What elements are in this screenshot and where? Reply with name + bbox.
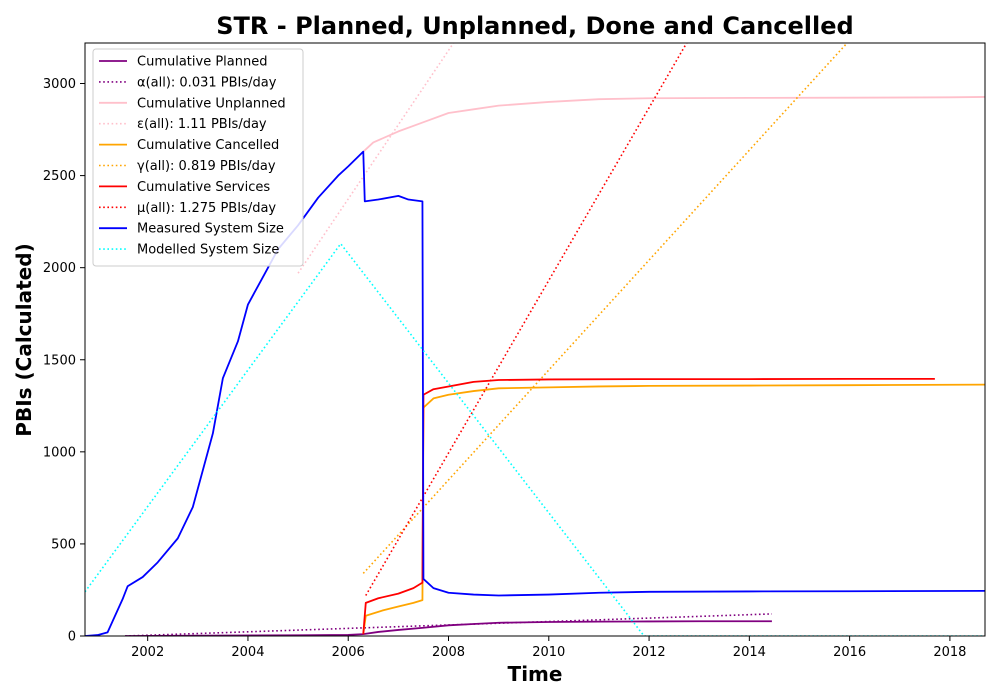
series-line-8 xyxy=(85,150,985,636)
legend: Cumulative Planned α(all): 0.031 PBIs/day… xyxy=(92,48,304,267)
legend-label-1: α(all): 0.031 PBIs/day xyxy=(137,75,277,90)
y-axis-label: PBIs (Calculated) xyxy=(12,243,36,436)
chart-title: STR - Planned, Unplanned, Done and Cance… xyxy=(216,12,853,40)
y-tick-label: 2000 xyxy=(43,261,76,276)
ticks-layer: 2002 2004 2006 2008 2010 2012 2014 2016 2018 0 500… xyxy=(43,77,967,660)
legend-label-0: Cumulative Planned xyxy=(137,55,267,70)
series-line-5 xyxy=(362,43,848,574)
series-line-2 xyxy=(362,96,985,153)
series-line-0 xyxy=(125,620,772,636)
y-tick-label: 1000 xyxy=(43,445,76,460)
y-tick-label: 2500 xyxy=(43,169,76,184)
x-tick-label: 2016 xyxy=(833,645,866,660)
series-layer xyxy=(85,43,985,636)
legend-label-7: μ(all): 1.275 PBIs/day xyxy=(137,201,276,216)
x-tick-label: 2012 xyxy=(633,645,666,660)
x-tick-label: 2004 xyxy=(231,645,264,660)
series-line-3 xyxy=(297,43,455,274)
y-tick-label: 1500 xyxy=(43,353,76,368)
series-line-7 xyxy=(365,43,688,596)
x-axis-label: Time xyxy=(508,662,563,686)
x-tick-label: 2010 xyxy=(532,645,565,660)
legend-label-3: ε(all): 1.11 PBIs/day xyxy=(137,117,267,132)
y-tick-label: 0 xyxy=(68,630,76,645)
series-line-9 xyxy=(85,242,985,636)
legend-label-6: Cumulative Services xyxy=(137,180,270,195)
legend-box xyxy=(92,48,304,267)
legend-label-2: Cumulative Unplanned xyxy=(137,96,286,111)
legend-label-9: Modelled System Size xyxy=(137,243,279,258)
legend-label-5: γ(all): 0.819 PBIs/day xyxy=(137,159,276,174)
legend-label-8: Measured System Size xyxy=(137,222,284,237)
plot-frame xyxy=(84,42,986,637)
x-tick-label: 2008 xyxy=(432,645,465,660)
x-tick-label: 2002 xyxy=(131,645,164,660)
series-line-6 xyxy=(362,378,935,635)
x-tick-label: 2018 xyxy=(933,645,966,660)
legend-label-4: Cumulative Cancelled xyxy=(137,138,279,153)
series-line-1 xyxy=(125,613,772,636)
y-tick-label: 3000 xyxy=(43,77,76,92)
y-tick-label: 500 xyxy=(51,537,76,552)
x-tick-label: 2006 xyxy=(332,645,365,660)
series-line-4 xyxy=(362,383,985,635)
x-tick-label: 2014 xyxy=(733,645,766,660)
